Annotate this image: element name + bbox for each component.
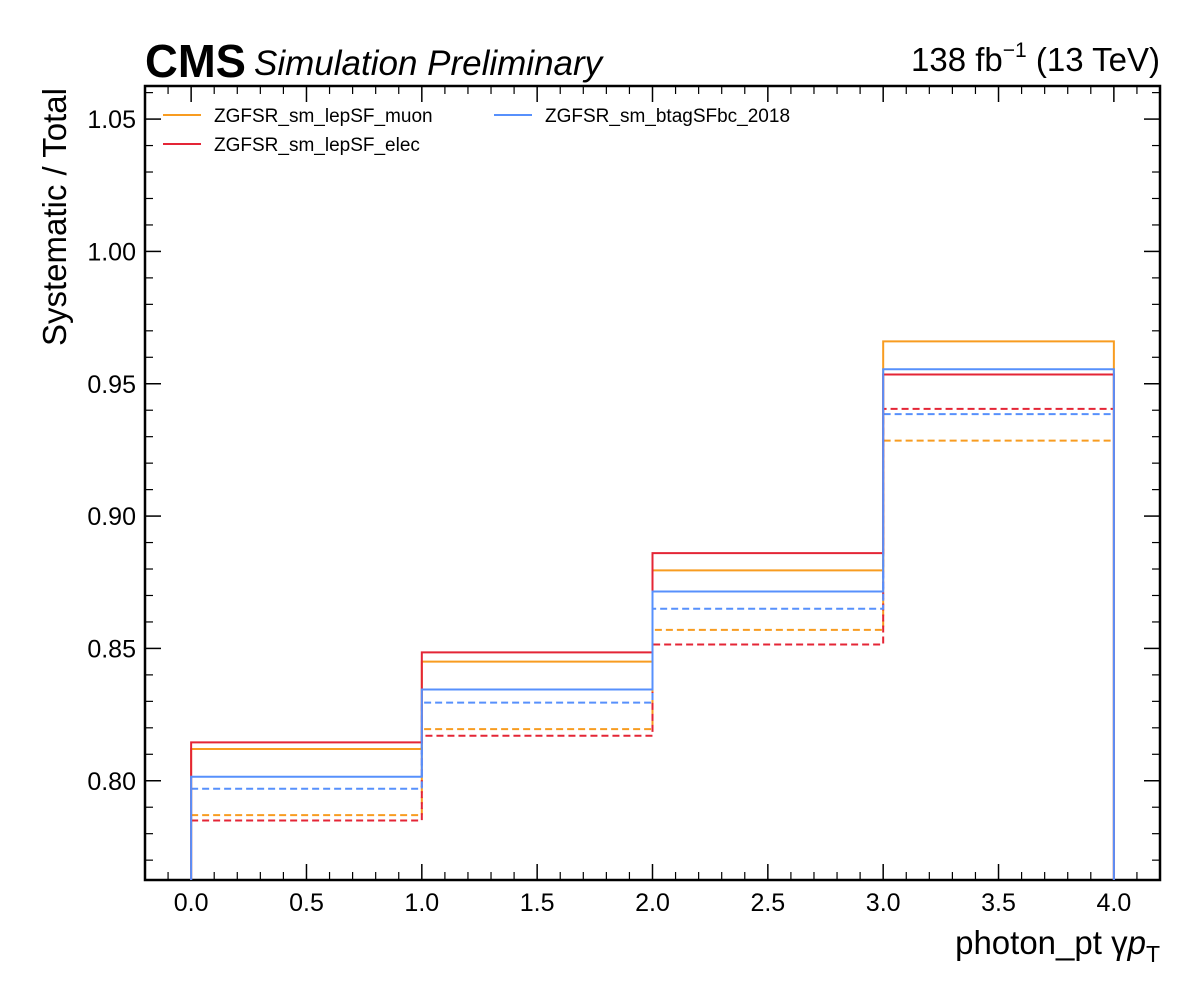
x-axis-title-var: p xyxy=(1127,924,1146,961)
y-tick-label: 0.90 xyxy=(87,503,136,531)
legend: ZGFSR_sm_lepSF_muon ZGFSR_sm_lepSF_elec ZG… xyxy=(163,106,790,156)
x-tick-label: 0.5 xyxy=(289,889,324,917)
axis-ticks xyxy=(145,86,1160,880)
series-down-line xyxy=(191,407,1114,822)
lumi-exponent: −1 xyxy=(1003,39,1027,62)
tick-labels: 0.0 0.5 1.0 1.5 2.0 2.5 3.0 3.5 4.0 0.80 0.85 0.90 0… xyxy=(87,106,1131,917)
x-axis-title-gap xyxy=(1102,924,1111,961)
x-tick-label: 3.0 xyxy=(866,889,901,917)
y-tick-label: 0.85 xyxy=(87,635,136,663)
cms-label: CMS xyxy=(145,35,246,87)
legend-label: ZGFSR_sm_btagSFbc_2018 xyxy=(545,106,790,127)
x-axis-title: photon_pt γpT xyxy=(955,924,1160,967)
y-tick-label: 1.05 xyxy=(87,106,136,134)
lumi-value: 138 fb xyxy=(911,41,1003,78)
y-tick-label: 0.95 xyxy=(87,371,136,399)
plot-frame xyxy=(143,84,1162,882)
x-tick-label: 2.0 xyxy=(635,889,670,917)
x-axis-title-sub: T xyxy=(1146,941,1160,967)
y-tick-label: 1.00 xyxy=(87,238,136,266)
legend-label: ZGFSR_sm_lepSF_muon xyxy=(214,106,433,127)
x-tick-label: 4.0 xyxy=(1096,889,1131,917)
x-tick-label: 3.5 xyxy=(981,889,1016,917)
simulation-preliminary-label: Simulation Preliminary xyxy=(254,44,605,83)
x-tick-label: 1.5 xyxy=(520,889,555,917)
energy-label: (13 TeV) xyxy=(1036,41,1160,78)
legend-label: ZGFSR_sm_lepSF_elec xyxy=(214,135,420,156)
y-tick-label: 0.80 xyxy=(87,768,136,796)
series-up-line xyxy=(190,368,1115,880)
series-lines xyxy=(190,340,1115,880)
x-tick-label: 2.5 xyxy=(750,889,785,917)
x-tick-label: 1.0 xyxy=(404,889,439,917)
x-axis-title-symbol: γ xyxy=(1111,924,1128,961)
luminosity-label: 138 fb−1 (13 TeV) xyxy=(911,39,1160,78)
x-tick-label: 0.0 xyxy=(174,889,209,917)
y-axis-title: Systematic / Total xyxy=(36,88,73,346)
lumi-spacer xyxy=(1027,41,1036,78)
x-axis-title-main: photon_pt xyxy=(955,924,1102,961)
